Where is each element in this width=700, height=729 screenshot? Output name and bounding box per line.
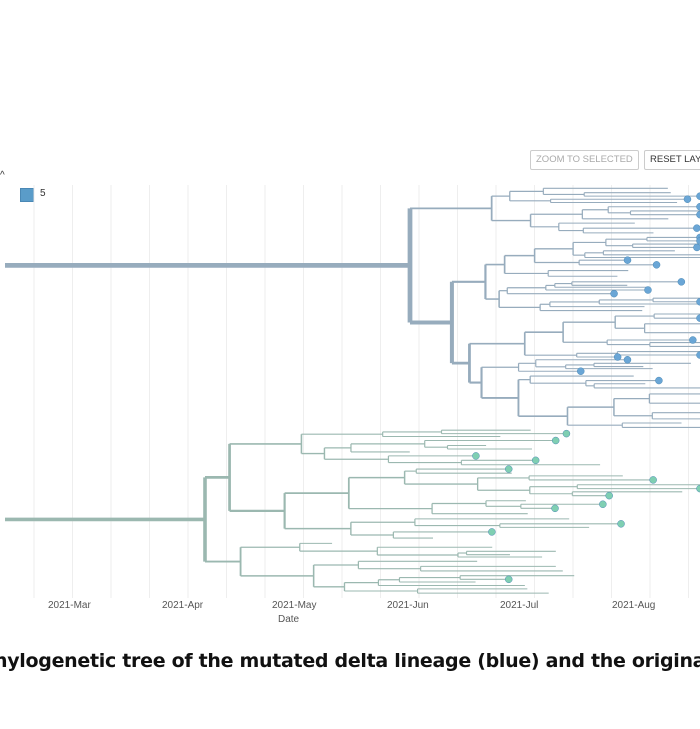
chevron-up-icon[interactable]: ^ bbox=[0, 170, 5, 181]
legend-label: 5 bbox=[40, 188, 46, 199]
tip-node[interactable] bbox=[696, 484, 700, 493]
tick-label: 2021-Mar bbox=[48, 600, 91, 611]
tip-node[interactable] bbox=[696, 298, 700, 306]
tip-node[interactable] bbox=[504, 465, 513, 473]
tip-node[interactable] bbox=[655, 376, 663, 385]
tip-node[interactable] bbox=[696, 351, 700, 359]
tip-node[interactable] bbox=[577, 367, 585, 375]
tip-node[interactable] bbox=[613, 353, 622, 361]
tip-node[interactable] bbox=[689, 336, 697, 344]
tick-label: 2021-May bbox=[272, 600, 316, 611]
axis-title: Date bbox=[278, 614, 300, 625]
tip-node[interactable] bbox=[605, 491, 613, 500]
tip-node[interactable] bbox=[623, 256, 632, 264]
tip-node[interactable] bbox=[617, 520, 625, 528]
figure-caption: hylogenetic tree of the mutated delta li… bbox=[0, 650, 700, 672]
tip-node[interactable] bbox=[696, 237, 700, 245]
tip-node[interactable] bbox=[562, 429, 571, 438]
tip-node[interactable] bbox=[683, 195, 692, 203]
tip-node[interactable] bbox=[599, 500, 607, 508]
tip-node[interactable] bbox=[488, 528, 496, 536]
zoom-to-selected-button[interactable]: ZOOM TO SELECTED bbox=[530, 150, 639, 170]
tip-node[interactable] bbox=[652, 261, 661, 269]
tip-node[interactable] bbox=[531, 456, 540, 465]
phylogenetic-tree[interactable]: 2021-Mar 2021-Apr 2021-May 2021-Jun 2021… bbox=[0, 0, 700, 640]
tick-label: 2021-Apr bbox=[162, 600, 204, 611]
tip-node[interactable] bbox=[472, 452, 480, 460]
tip-node[interactable] bbox=[693, 224, 700, 232]
tree-tips[interactable] bbox=[472, 192, 700, 584]
reset-layout-button[interactable]: RESET LAYOUT bbox=[644, 150, 700, 170]
tip-node[interactable] bbox=[696, 314, 700, 322]
tip-node[interactable] bbox=[644, 286, 652, 294]
grid-lines bbox=[33, 185, 689, 598]
tip-node[interactable] bbox=[649, 476, 657, 484]
tip-node[interactable] bbox=[696, 210, 700, 219]
tip-node[interactable] bbox=[551, 436, 560, 445]
tip-node[interactable] bbox=[623, 355, 632, 364]
tip-node[interactable] bbox=[696, 192, 700, 200]
tick-label: 2021-Jun bbox=[387, 600, 429, 611]
tick-label: 2021-Jul bbox=[500, 600, 538, 611]
x-axis: 2021-Mar 2021-Apr 2021-May 2021-Jun 2021… bbox=[48, 600, 655, 625]
tip-node[interactable] bbox=[693, 243, 700, 252]
tip-node[interactable] bbox=[677, 278, 686, 286]
tick-label: 2021-Aug bbox=[612, 600, 655, 611]
tree-branches[interactable] bbox=[5, 187, 700, 594]
tip-node[interactable] bbox=[610, 289, 618, 298]
tip-node[interactable] bbox=[696, 202, 700, 211]
tip-node[interactable] bbox=[504, 575, 513, 584]
tip-node[interactable] bbox=[551, 504, 559, 513]
